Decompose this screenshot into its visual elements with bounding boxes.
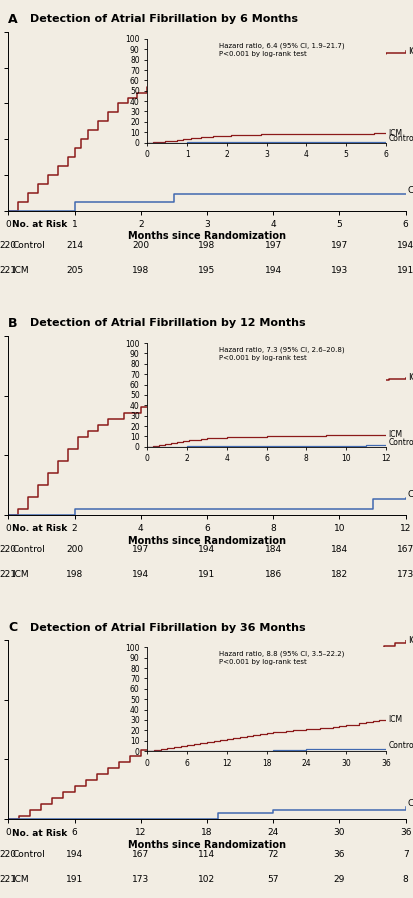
Text: 214: 214 xyxy=(66,242,83,251)
Text: 182: 182 xyxy=(330,570,347,579)
Text: 200: 200 xyxy=(66,545,83,554)
Text: 195: 195 xyxy=(198,266,215,275)
Text: 198: 198 xyxy=(132,266,149,275)
Text: Control: Control xyxy=(12,242,45,251)
Text: 221: 221 xyxy=(0,875,17,884)
X-axis label: Months since Randomization: Months since Randomization xyxy=(128,535,285,545)
Text: No. at Risk: No. at Risk xyxy=(12,829,67,838)
Text: No. at Risk: No. at Risk xyxy=(12,220,67,229)
Text: ICM: ICM xyxy=(12,875,29,884)
Text: Detection of Atrial Fibrillation by 12 Months: Detection of Atrial Fibrillation by 12 M… xyxy=(30,318,305,329)
Text: 191: 191 xyxy=(66,875,83,884)
Text: 197: 197 xyxy=(132,545,149,554)
Text: 173: 173 xyxy=(396,570,413,579)
Text: 220: 220 xyxy=(0,850,17,858)
Text: 8: 8 xyxy=(402,875,408,884)
Text: 36: 36 xyxy=(333,850,344,858)
Text: 194: 194 xyxy=(198,545,215,554)
Text: 29: 29 xyxy=(333,875,344,884)
Text: ICM: ICM xyxy=(407,636,413,645)
Text: No. at Risk: No. at Risk xyxy=(12,524,67,533)
Text: 167: 167 xyxy=(396,545,413,554)
Text: 184: 184 xyxy=(330,545,347,554)
Text: ICM: ICM xyxy=(12,570,29,579)
Text: 205: 205 xyxy=(66,266,83,275)
Text: B: B xyxy=(8,317,18,330)
Text: 198: 198 xyxy=(66,570,83,579)
Text: Control: Control xyxy=(12,850,45,858)
Text: Control: Control xyxy=(407,187,413,196)
Text: 200: 200 xyxy=(132,242,149,251)
Text: 194: 194 xyxy=(132,570,149,579)
Text: C: C xyxy=(8,621,17,634)
Text: 167: 167 xyxy=(132,850,149,858)
X-axis label: Months since Randomization: Months since Randomization xyxy=(128,232,285,242)
Text: Control: Control xyxy=(407,799,413,808)
Text: Detection of Atrial Fibrillation by 6 Months: Detection of Atrial Fibrillation by 6 Mo… xyxy=(30,14,297,24)
Text: 198: 198 xyxy=(198,242,215,251)
Text: 221: 221 xyxy=(0,266,17,275)
Text: Control: Control xyxy=(12,545,45,554)
Text: 221: 221 xyxy=(0,570,17,579)
Text: 72: 72 xyxy=(267,850,278,858)
Text: 194: 194 xyxy=(396,242,413,251)
Text: Detection of Atrial Fibrillation by 36 Months: Detection of Atrial Fibrillation by 36 M… xyxy=(30,622,305,632)
Text: 186: 186 xyxy=(264,570,281,579)
Text: 114: 114 xyxy=(198,850,215,858)
Text: 194: 194 xyxy=(264,266,281,275)
Text: 191: 191 xyxy=(198,570,215,579)
X-axis label: Months since Randomization: Months since Randomization xyxy=(128,840,285,850)
Text: 197: 197 xyxy=(330,242,347,251)
Text: 173: 173 xyxy=(132,875,149,884)
Text: 184: 184 xyxy=(264,545,281,554)
Text: ICM: ICM xyxy=(12,266,29,275)
Text: 193: 193 xyxy=(330,266,347,275)
Text: 102: 102 xyxy=(198,875,215,884)
Text: 191: 191 xyxy=(396,266,413,275)
Text: A: A xyxy=(8,13,18,26)
Text: 220: 220 xyxy=(0,242,17,251)
Text: ICM: ICM xyxy=(407,47,413,56)
Text: 57: 57 xyxy=(267,875,278,884)
Text: Control: Control xyxy=(407,490,413,499)
Text: 194: 194 xyxy=(66,850,83,858)
Text: 7: 7 xyxy=(402,850,408,858)
Text: 197: 197 xyxy=(264,242,281,251)
Text: 220: 220 xyxy=(0,545,17,554)
Text: ICM: ICM xyxy=(407,374,413,383)
